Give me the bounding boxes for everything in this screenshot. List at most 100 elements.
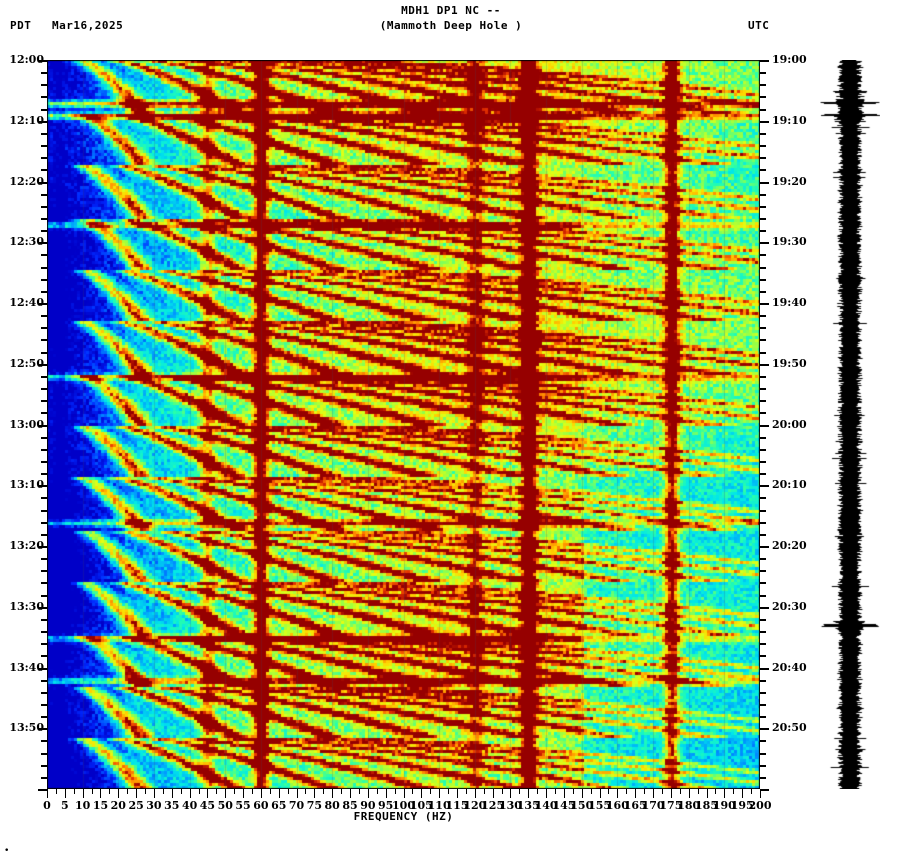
time-tick-right xyxy=(760,218,766,220)
freq-label: 55 xyxy=(235,799,251,812)
freq-label: 150 xyxy=(570,799,594,812)
time-tick-right xyxy=(760,157,766,159)
time-tick-right xyxy=(760,303,769,305)
time-label-utc: 19:00 xyxy=(772,53,807,66)
freq-tick xyxy=(519,789,520,794)
time-tick-right xyxy=(760,339,766,341)
freq-tick xyxy=(537,789,538,794)
time-label-utc: 19:30 xyxy=(772,235,807,249)
freq-label: 195 xyxy=(730,799,754,812)
time-tick-left xyxy=(41,582,47,584)
freq-label: 70 xyxy=(288,799,305,812)
time-tick-left xyxy=(41,254,47,256)
time-tick-right xyxy=(760,668,769,670)
freq-label: 155 xyxy=(588,799,612,812)
time-tick-right xyxy=(760,364,769,366)
freq-tick xyxy=(314,789,315,798)
freq-tick xyxy=(404,789,405,798)
time-label-pdt: 12:40 xyxy=(9,296,44,309)
time-tick-left xyxy=(41,497,47,499)
time-tick-left xyxy=(41,643,47,645)
freq-tick xyxy=(582,789,583,798)
time-tick-left xyxy=(38,364,47,366)
freq-tick xyxy=(207,789,208,798)
freq-tick xyxy=(386,789,387,798)
time-label-utc: 20:20 xyxy=(772,539,807,552)
time-tick-right xyxy=(760,582,766,584)
freq-tick xyxy=(564,789,565,798)
time-tick-left xyxy=(41,412,47,414)
freq-label: 145 xyxy=(552,799,576,812)
time-tick-left xyxy=(41,157,47,159)
freq-tick xyxy=(439,789,440,798)
time-label-pdt: 12:20 xyxy=(9,174,44,188)
time-tick-right xyxy=(760,412,766,414)
time-label-utc: 19:10 xyxy=(772,113,807,127)
time-tick-left xyxy=(41,510,47,512)
time-tick-left xyxy=(41,753,47,755)
time-tick-right xyxy=(760,789,769,791)
freq-label: 75 xyxy=(306,799,323,812)
time-tick-left xyxy=(41,206,47,208)
freq-label: 125 xyxy=(481,799,505,812)
freq-tick xyxy=(644,789,645,794)
time-tick-left xyxy=(41,716,47,718)
time-tick-right xyxy=(760,692,766,694)
time-tick-left xyxy=(41,631,47,633)
time-label-pdt: 13:30 xyxy=(9,599,44,613)
time-tick-right xyxy=(760,558,766,560)
freq-tick xyxy=(261,789,262,798)
time-tick-left xyxy=(41,230,47,232)
freq-tick xyxy=(190,789,191,798)
time-tick-right xyxy=(760,534,766,536)
freq-tick xyxy=(74,789,75,794)
header-station-name: (Mammoth Deep Hole ) xyxy=(379,19,523,32)
freq-label: 185 xyxy=(695,799,718,812)
time-tick-left xyxy=(41,109,47,111)
time-tick-right xyxy=(760,765,766,767)
freq-label: 45 xyxy=(199,799,216,812)
freq-tick xyxy=(608,789,609,794)
time-tick-right xyxy=(760,96,766,98)
time-tick-left xyxy=(41,570,47,572)
time-tick-left xyxy=(38,121,47,123)
time-tick-right xyxy=(760,595,766,597)
time-tick-right xyxy=(760,109,766,111)
freq-tick xyxy=(305,789,306,794)
time-tick-left xyxy=(41,680,47,682)
time-tick-left xyxy=(41,267,47,269)
freq-tick xyxy=(395,789,396,794)
freq-label: 140 xyxy=(534,799,558,812)
freq-label: 25 xyxy=(128,799,144,812)
freq-tick xyxy=(635,789,636,798)
time-tick-right xyxy=(760,60,769,62)
time-tick-right xyxy=(760,473,766,475)
freq-tick xyxy=(181,789,182,794)
freq-label: 115 xyxy=(445,799,469,812)
spectrogram-plot[interactable] xyxy=(47,60,760,789)
time-tick-left xyxy=(41,437,47,439)
time-tick-left xyxy=(41,96,47,98)
time-tick-left xyxy=(41,315,47,317)
freq-tick xyxy=(243,789,244,798)
time-tick-right xyxy=(760,680,766,682)
time-tick-left xyxy=(41,449,47,451)
freq-tick xyxy=(47,789,48,798)
freq-label: 90 xyxy=(360,799,376,812)
time-tick-left xyxy=(38,485,47,487)
freq-label: 15 xyxy=(92,799,109,812)
freq-tick xyxy=(350,789,351,798)
header-date: Mar16,2025 xyxy=(52,19,124,32)
time-label-pdt: 13:20 xyxy=(9,539,44,552)
freq-tick xyxy=(332,789,333,798)
time-label-pdt: 12:30 xyxy=(9,235,44,249)
freq-tick xyxy=(270,789,271,794)
time-tick-left xyxy=(41,619,47,621)
freq-tick xyxy=(430,789,431,794)
time-tick-right xyxy=(760,254,766,256)
freq-label: 120 xyxy=(463,799,487,812)
freq-tick xyxy=(368,789,369,798)
time-tick-right xyxy=(760,655,766,657)
freq-label: 95 xyxy=(378,799,394,812)
freq-label: 175 xyxy=(659,799,683,812)
